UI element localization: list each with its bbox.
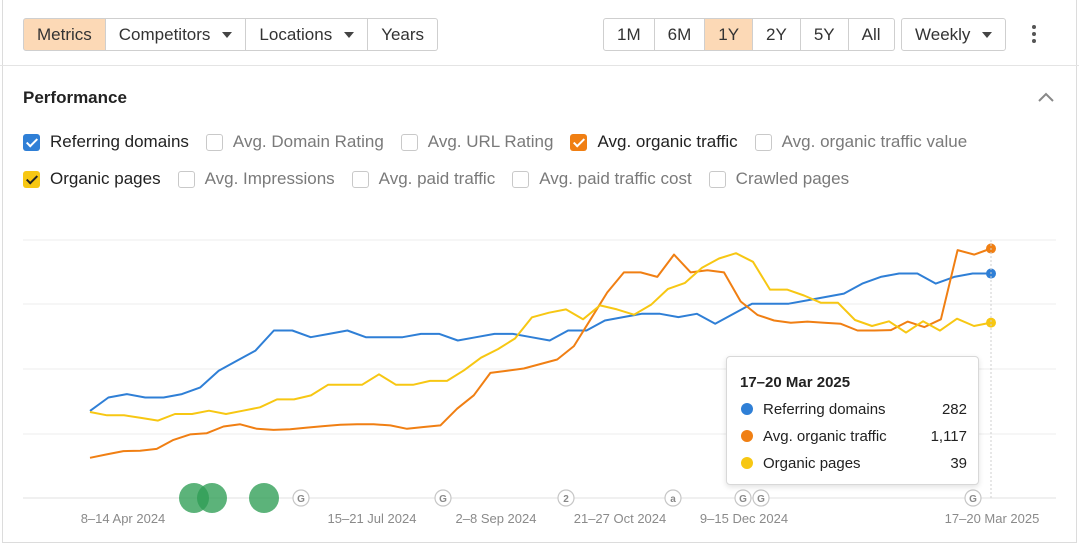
x-axis-tick-label: 2–8 Sep 2024: [456, 511, 537, 526]
metric-toggle-label: Avg. organic traffic value: [781, 132, 968, 151]
checkbox-empty-icon[interactable]: [351, 170, 369, 188]
metric-toggle-avg-paid-traffic[interactable]: Avg. paid traffic: [351, 169, 496, 189]
tab-locations-label: Locations: [259, 24, 333, 44]
metric-toggle-crawled-pages[interactable]: Crawled pages: [708, 169, 850, 189]
tooltip-row-organic-pages: Organic pages 39: [741, 453, 967, 473]
event-marker-icon[interactable]: [434, 489, 452, 507]
metric-toggle-label: Avg. paid traffic cost: [539, 169, 692, 188]
checkbox-empty-icon[interactable]: [177, 170, 195, 188]
metric-toggle-avg-url-rating[interactable]: Avg. URL Rating: [400, 132, 554, 152]
event-marker-icon[interactable]: [557, 489, 575, 507]
tab-years-label: Years: [381, 24, 425, 44]
metric-toggle-avg-domain-rating[interactable]: Avg. Domain Rating: [205, 132, 384, 152]
chevron-down-icon: [982, 31, 993, 38]
annotation-circle[interactable]: [197, 483, 227, 513]
tooltip-row-value: 1,117: [930, 427, 967, 445]
tab-metrics-label: Metrics: [37, 24, 92, 44]
event-marker-label: G: [439, 494, 447, 505]
metric-toggles-row-1: Referring domains Avg. Domain Rating Avg. …: [23, 132, 984, 152]
checkbox-empty-icon[interactable]: [708, 170, 726, 188]
checkbox-checked-icon[interactable]: [23, 133, 40, 151]
event-marker-label: G: [757, 494, 765, 505]
range-2y-button[interactable]: 2Y: [753, 18, 801, 51]
metric-toggle-label: Avg. URL Rating: [427, 132, 554, 151]
tab-metrics[interactable]: Metrics: [23, 18, 106, 51]
metric-toggle-organic-pages[interactable]: Organic pages: [23, 169, 161, 189]
event-marker-icon[interactable]: [292, 489, 310, 507]
section-title: Performance: [23, 88, 127, 107]
range-all-button[interactable]: All: [848, 18, 895, 51]
tab-locations[interactable]: Locations: [246, 18, 369, 51]
tooltip-row-organic-traffic: Avg. organic traffic 1,117: [741, 426, 967, 446]
x-axis-tick-label: 17–20 Mar 2025: [945, 511, 1040, 526]
event-marker-icon[interactable]: [734, 489, 752, 507]
series-color-dot: [741, 403, 753, 415]
tooltip-row-label: Referring domains: [763, 400, 886, 418]
series-color-dot: [741, 457, 753, 469]
toolbar: Metrics Competitors Locations Years 1M 6…: [0, 0, 1079, 66]
x-axis-tick-label: 8–14 Apr 2024: [81, 511, 166, 526]
annotation-circle[interactable]: [249, 483, 279, 513]
metric-toggles-row-2: Organic pages Avg. Impressions Avg. paid t…: [23, 169, 866, 189]
metric-toggle-avg-organic-traffic[interactable]: Avg. organic traffic: [570, 132, 738, 152]
metric-toggle-avg-organic-traffic-value[interactable]: Avg. organic traffic value: [754, 132, 968, 152]
tooltip-row-label: Organic pages: [763, 454, 861, 472]
metric-toggle-avg-impressions[interactable]: Avg. Impressions: [177, 169, 335, 189]
tab-years[interactable]: Years: [368, 18, 439, 51]
x-axis-tick-label: 15–21 Jul 2024: [328, 511, 417, 526]
tooltip-row-referring-domains: Referring domains 282: [741, 399, 967, 419]
event-marker-label: G: [969, 494, 977, 505]
event-marker-label: G: [297, 494, 305, 505]
more-options-icon[interactable]: [1027, 25, 1041, 45]
range-1y-button[interactable]: 1Y: [705, 18, 754, 51]
checkbox-checked-icon[interactable]: [23, 170, 40, 188]
metric-toggle-label: Avg. paid traffic: [378, 169, 496, 188]
chart-tooltip: 17–20 Mar 2025 Referring domains 282 Avg…: [726, 356, 979, 485]
event-marker-icon[interactable]: [664, 489, 682, 507]
x-axis-tick-label: 21–27 Oct 2024: [574, 511, 667, 526]
metric-toggle-label: Avg. Impressions: [204, 169, 335, 188]
range-6m-button[interactable]: 6M: [654, 18, 706, 51]
metric-toggle-avg-paid-traffic-cost[interactable]: Avg. paid traffic cost: [512, 169, 692, 189]
checkbox-checked-icon[interactable]: [570, 133, 588, 151]
metric-toggle-label: Organic pages: [50, 169, 161, 188]
tooltip-row-value: 282: [941, 400, 967, 418]
x-axis-tick-label: 9–15 Dec 2024: [700, 511, 788, 526]
referring-domains-line: [89, 272, 991, 412]
event-marker-label: G: [739, 494, 747, 505]
metric-toggle-label: Avg. organic traffic: [597, 132, 738, 151]
tab-competitors-label: Competitors: [118, 24, 211, 44]
metric-toggle-referring-domains[interactable]: Referring domains: [23, 132, 189, 152]
view-tabs: Metrics Competitors Locations Years: [23, 18, 439, 51]
tooltip-row-value: 39: [950, 454, 967, 472]
interval-label: Weekly: [915, 24, 971, 44]
series-color-dot: [741, 430, 753, 442]
chevron-down-icon: [344, 31, 355, 38]
metric-toggle-label: Avg. Domain Rating: [232, 132, 384, 151]
organic-pages-line: [89, 252, 992, 422]
checkbox-empty-icon[interactable]: [512, 170, 530, 188]
checkbox-empty-icon[interactable]: [205, 133, 223, 151]
range-selector: 1M 6M 1Y 2Y 5Y All: [603, 18, 895, 51]
event-marker-icon[interactable]: [752, 489, 770, 507]
checkbox-empty-icon[interactable]: [400, 133, 418, 151]
checkbox-empty-icon[interactable]: [754, 133, 772, 151]
range-1m-button[interactable]: 1M: [603, 18, 655, 51]
tab-competitors[interactable]: Competitors: [105, 18, 247, 51]
metric-toggle-label: Referring domains: [50, 132, 189, 151]
event-marker-label: 2: [563, 494, 569, 505]
event-marker-label: a: [670, 494, 676, 505]
chevron-up-icon[interactable]: [1037, 90, 1055, 104]
tooltip-title: 17–20 Mar 2025: [740, 374, 851, 391]
metric-toggle-label: Crawled pages: [735, 169, 850, 188]
chevron-down-icon: [222, 31, 233, 38]
interval-dropdown[interactable]: Weekly: [901, 18, 1007, 51]
range-5y-button[interactable]: 5Y: [800, 18, 849, 51]
tooltip-row-label: Avg. organic traffic: [763, 427, 887, 445]
event-marker-icon[interactable]: [964, 489, 982, 507]
organic-traffic-line: [89, 247, 992, 459]
series-endpoint-marker: [986, 317, 996, 328]
